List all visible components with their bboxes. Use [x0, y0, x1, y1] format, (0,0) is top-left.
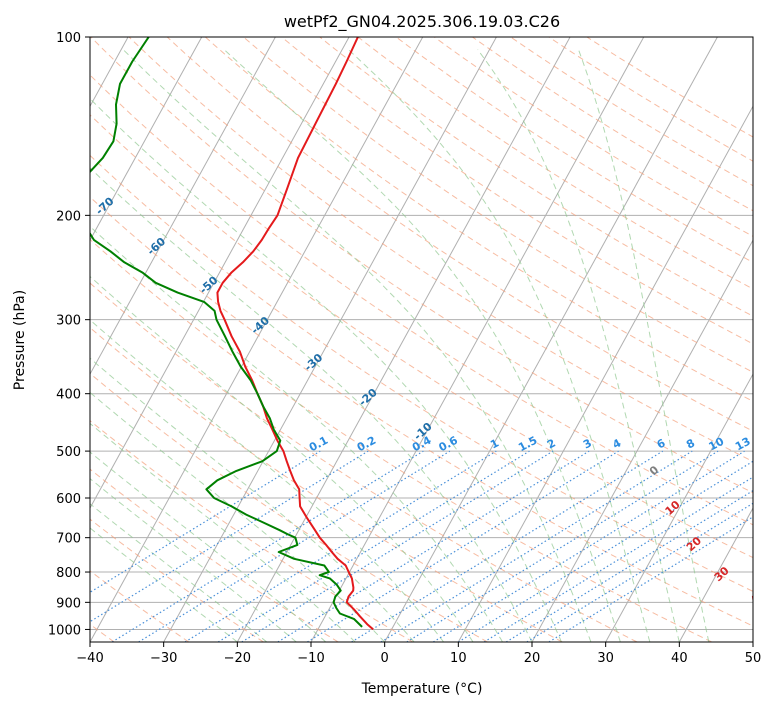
isotherm-gridline	[236, 37, 571, 642]
isotherm-label: -90	[0, 111, 15, 134]
y-tick-label: 500	[56, 445, 81, 460]
x-axis-label: Temperature (°C)	[361, 681, 483, 697]
moist-adiabat	[90, 97, 562, 642]
mixing-ratio-line	[406, 450, 719, 642]
y-tick-label: 100	[56, 31, 81, 46]
mixing-ratio-line	[111, 450, 424, 642]
moist-adiabat	[477, 49, 680, 642]
dry-adiabat	[90, 114, 753, 559]
mixing-ratio-line	[526, 502, 753, 642]
series-line-dewpoint	[90, 37, 363, 628]
isotherm-gridline	[90, 37, 350, 510]
mixing-ratio-line	[138, 450, 451, 642]
mixing-ratio-line	[217, 450, 530, 642]
x-tick-label: −20	[224, 651, 251, 666]
mixing-ratio-line	[458, 460, 753, 642]
moist-adiabat	[90, 275, 474, 642]
x-tick-label: −30	[150, 651, 177, 666]
mixing-ratio-line	[241, 450, 554, 642]
mixing-ratio-line	[483, 476, 753, 642]
mixing-ratio-line	[90, 450, 369, 623]
y-tick-label: 600	[56, 492, 81, 507]
x-axis-ticks: −40 −30 −20 −10 0 10 20 30 40 50	[76, 642, 761, 666]
y-tick-label: 700	[56, 532, 81, 547]
x-tick-label: 50	[745, 651, 762, 666]
chart-title: wetPf2_GN04.2025.306.19.03.C26	[284, 12, 560, 32]
moist-adiabat	[90, 225, 503, 642]
dry-adiabat	[90, 37, 753, 494]
dry-adiabat	[395, 37, 753, 263]
mixing-ratio-line	[505, 489, 753, 642]
isotherm-gridline	[752, 640, 753, 642]
x-tick-label: 20	[524, 651, 541, 666]
dry-adiabat	[357, 37, 753, 290]
dry-adiabat	[90, 196, 753, 627]
dry-adiabat	[90, 326, 563, 642]
isotherm-gridline	[678, 507, 753, 642]
moist-adiabat	[90, 319, 445, 642]
dry-adiabat	[90, 154, 753, 592]
isotherm-gridline	[310, 37, 645, 642]
dry-adiabat	[472, 37, 753, 212]
mixing-ratio-label: 16	[758, 435, 775, 454]
background-lines	[90, 37, 753, 642]
isotherm-gridline	[531, 239, 753, 642]
series-lines	[90, 37, 374, 631]
x-tick-label: 0	[381, 651, 389, 666]
isotherm-gridline	[605, 373, 753, 642]
isotherm-gridline	[90, 37, 203, 242]
x-tick-label: 10	[450, 651, 467, 666]
moist-adiabat	[90, 451, 327, 642]
mixing-ratio-line	[307, 450, 619, 642]
dry-adiabat	[281, 37, 753, 345]
dry-adiabat	[434, 37, 753, 237]
mixing-ratio-line	[548, 516, 753, 642]
mixing-ratio-line	[90, 450, 321, 594]
x-tick-label: −40	[76, 651, 103, 666]
y-axis-label: Pressure (hPa)	[12, 290, 28, 390]
x-tick-label: −10	[297, 651, 324, 666]
mixing-ratio-label: 13	[733, 435, 753, 454]
mixing-ratio-line	[184, 450, 497, 642]
dry-adiabat	[90, 282, 638, 642]
y-tick-label: 300	[56, 314, 81, 329]
mixing-ratio-line	[432, 450, 745, 642]
isotherm-gridline	[384, 37, 718, 642]
moist-adiabat	[348, 49, 651, 642]
x-tick-label: 30	[597, 651, 614, 666]
y-tick-label: 400	[56, 388, 81, 403]
isotherm-gridline	[90, 37, 424, 642]
moist-adiabat	[90, 422, 356, 642]
series-line-temperature	[216, 37, 374, 631]
mixing-ratio-label: 10	[707, 435, 727, 454]
plot-background	[90, 37, 753, 642]
mixing-ratio-line	[380, 450, 693, 642]
dry-adiabat	[319, 37, 753, 317]
plot-frame	[89, 36, 754, 643]
moist-adiabat	[578, 49, 710, 642]
moist-adiabat	[223, 49, 621, 642]
dry-adiabat	[90, 74, 753, 526]
isotherm-gridline	[163, 37, 497, 642]
y-tick-label: 900	[56, 596, 81, 611]
isotherm-label: -80	[41, 156, 65, 179]
isotherm-gridline	[90, 37, 276, 376]
moist-adiabat	[90, 167, 533, 642]
y-tick-label: 200	[56, 209, 81, 224]
mixing-ratio-line	[351, 450, 664, 642]
mixing-ratio-line	[277, 450, 590, 642]
y-tick-label: 800	[56, 566, 81, 581]
moist-adiabat-label: 40	[748, 587, 768, 607]
x-tick-label: 40	[671, 651, 688, 666]
moist-adiabat	[90, 357, 415, 642]
dry-adiabat	[90, 468, 339, 642]
y-axis-ticks: 100 200 300 400 500 600 700 800 900 1000	[48, 31, 90, 638]
dry-adiabat	[128, 37, 753, 463]
y-tick-label: 1000	[48, 623, 81, 638]
